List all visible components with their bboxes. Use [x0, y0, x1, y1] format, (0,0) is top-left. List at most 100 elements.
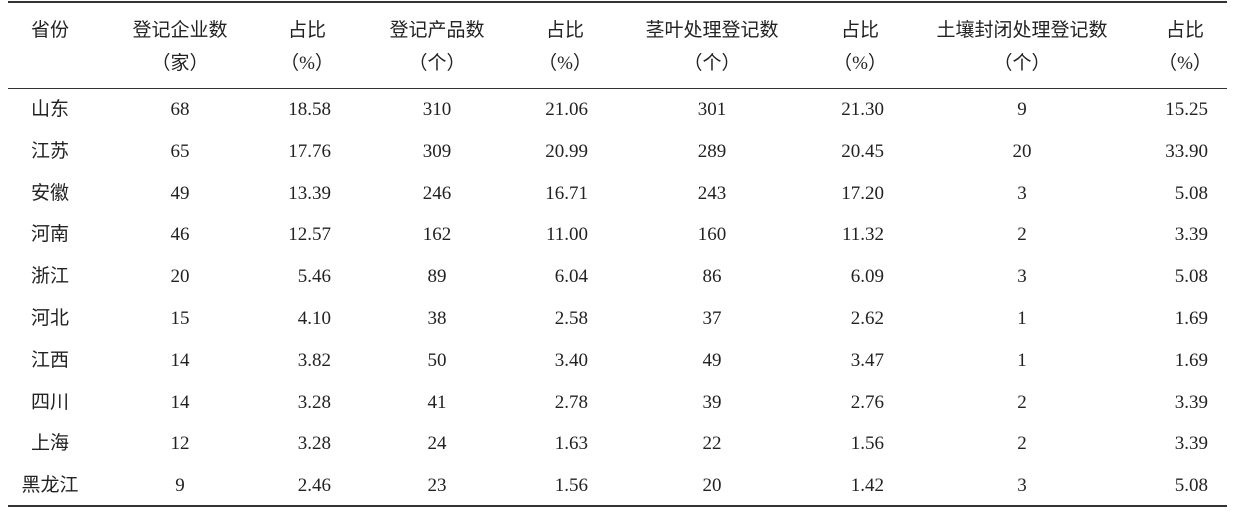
cell-count: 2 — [1017, 224, 1027, 246]
cell-province: 河南 — [30, 224, 70, 246]
cell-count: 68 — [170, 99, 190, 120]
cell-province: 山东 — [30, 99, 70, 120]
header-name: 占比 — [1165, 20, 1205, 41]
cell-percent: 3.40 — [554, 349, 588, 371]
header-name: 占比 — [840, 20, 880, 41]
cell-count: 301 — [697, 99, 727, 120]
cell-percent: 1.63 — [554, 433, 588, 455]
header-unit: （个） — [993, 53, 1051, 74]
cell-count: 20 — [702, 475, 722, 497]
cell-count: 1 — [1017, 349, 1027, 371]
cell-percent: 2.62 — [850, 308, 884, 329]
cell-count: 2 — [1017, 433, 1027, 455]
cell-count: 162 — [422, 224, 452, 246]
cell-count: 24 — [427, 433, 447, 455]
header-rule — [8, 88, 1227, 89]
cell-count: 310 — [422, 99, 452, 120]
cell-count: 65 — [170, 140, 190, 162]
header-name: 登记产品数 — [389, 20, 485, 41]
cell-count: 14 — [170, 349, 190, 371]
header-unit: （个） — [683, 53, 741, 74]
cell-percent: 2.46 — [297, 475, 331, 497]
cell-count: 22 — [702, 433, 722, 455]
header-name: 土壤封闭处理登记数 — [936, 20, 1108, 41]
cell-count: 160 — [697, 224, 727, 246]
cell-percent: 5.46 — [297, 266, 331, 288]
cell-count: 39 — [702, 391, 722, 413]
cell-count: 86 — [702, 266, 722, 288]
cell-count: 243 — [697, 182, 727, 204]
header-unit: （%） — [280, 53, 334, 74]
header-unit: （家） — [151, 53, 209, 74]
cell-province: 浙江 — [30, 266, 70, 288]
cell-percent: 20.45 — [841, 140, 884, 162]
top-rule — [8, 1, 1227, 3]
cell-percent: 1.56 — [554, 475, 588, 497]
cell-count: 37 — [702, 308, 722, 329]
cell-count: 50 — [427, 349, 447, 371]
cell-province: 上海 — [30, 433, 70, 455]
cell-percent: 1.42 — [850, 475, 884, 497]
cell-count: 14 — [170, 391, 190, 413]
cell-count: 20 — [1012, 140, 1032, 162]
cell-percent: 3.39 — [1174, 391, 1208, 413]
cell-percent: 33.90 — [1165, 140, 1208, 162]
cell-count: 20 — [170, 266, 190, 288]
cell-percent: 17.76 — [288, 140, 331, 162]
cell-count: 3 — [1017, 475, 1027, 497]
cell-count: 89 — [427, 266, 447, 288]
cell-percent: 18.58 — [288, 99, 331, 120]
cell-province: 四川 — [30, 391, 70, 413]
cell-percent: 3.39 — [1174, 224, 1208, 246]
header-name: 茎叶处理登记数 — [645, 20, 779, 41]
cell-count: 246 — [422, 182, 452, 204]
cell-percent: 21.30 — [841, 99, 884, 120]
cell-count: 3 — [1017, 266, 1027, 288]
cell-percent: 11.32 — [841, 224, 884, 246]
cell-percent: 17.20 — [841, 182, 884, 204]
bottom-rule — [8, 505, 1227, 507]
cell-percent: 21.06 — [545, 99, 588, 120]
cell-count: 49 — [170, 182, 190, 204]
cell-percent: 12.57 — [288, 224, 331, 246]
cell-count: 9 — [1017, 99, 1027, 120]
cell-percent: 6.04 — [554, 266, 588, 288]
cell-count: 12 — [170, 433, 190, 455]
cell-count: 9 — [175, 475, 185, 497]
cell-percent: 2.76 — [850, 391, 884, 413]
cell-percent: 11.00 — [545, 224, 588, 246]
cell-percent: 13.39 — [288, 182, 331, 204]
header-unit: （%） — [833, 53, 887, 74]
cell-percent: 20.99 — [545, 140, 588, 162]
cell-percent: 3.28 — [297, 391, 331, 413]
cell-province: 江西 — [30, 349, 70, 371]
cell-percent: 3.39 — [1174, 433, 1208, 455]
header-name: 占比 — [287, 20, 327, 41]
header-name: 登记企业数 — [132, 20, 228, 41]
cell-percent: 2.78 — [554, 391, 588, 413]
header-name: 省份 — [30, 20, 70, 41]
cell-count: 3 — [1017, 182, 1027, 204]
cell-percent: 16.71 — [545, 182, 588, 204]
cell-count: 46 — [170, 224, 190, 246]
cell-percent: 5.08 — [1174, 475, 1208, 497]
cell-percent: 1.69 — [1174, 308, 1208, 329]
cell-province: 江苏 — [30, 140, 70, 162]
cell-percent: 3.28 — [297, 433, 331, 455]
cell-percent: 3.82 — [297, 349, 331, 371]
cell-percent: 2.58 — [554, 308, 588, 329]
cell-percent: 1.69 — [1174, 349, 1208, 371]
cell-percent: 3.47 — [850, 349, 884, 371]
cell-percent: 5.08 — [1174, 266, 1208, 288]
cell-percent: 5.08 — [1174, 182, 1208, 204]
cell-percent: 1.56 — [850, 433, 884, 455]
cell-province: 安徽 — [30, 182, 70, 204]
cell-count: 38 — [427, 308, 447, 329]
cell-percent: 4.10 — [297, 308, 331, 329]
header-name: 占比 — [545, 20, 585, 41]
header-unit: （%） — [1158, 53, 1212, 74]
cell-percent: 15.25 — [1165, 99, 1208, 120]
cell-province: 黑龙江 — [21, 475, 79, 497]
cell-percent: 6.09 — [850, 266, 884, 288]
